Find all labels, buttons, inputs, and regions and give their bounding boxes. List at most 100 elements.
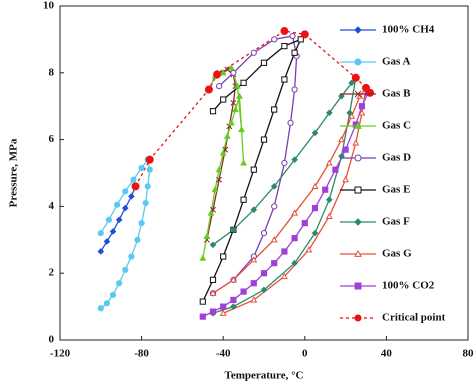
marker bbox=[147, 167, 152, 172]
legend-label: 100% CH4 bbox=[382, 24, 435, 36]
marker bbox=[132, 183, 139, 190]
legend-label: Critical point bbox=[382, 312, 446, 324]
marker bbox=[115, 202, 120, 207]
marker bbox=[282, 77, 287, 82]
x-tick-label: -120 bbox=[50, 348, 71, 360]
marker bbox=[261, 271, 266, 276]
marker bbox=[272, 204, 277, 209]
marker bbox=[292, 87, 297, 92]
marker bbox=[146, 156, 153, 163]
marker bbox=[292, 50, 297, 55]
marker bbox=[117, 281, 122, 286]
marker bbox=[241, 289, 246, 294]
marker bbox=[143, 200, 148, 205]
marker bbox=[261, 60, 266, 65]
legend-label: 100% CO2 bbox=[382, 280, 435, 292]
marker bbox=[214, 71, 221, 78]
marker bbox=[205, 86, 212, 93]
marker bbox=[272, 37, 277, 42]
marker bbox=[292, 236, 297, 241]
x-tick-label: 80 bbox=[463, 348, 474, 360]
marker bbox=[233, 107, 238, 112]
marker bbox=[282, 43, 287, 48]
legend-marker bbox=[355, 155, 361, 161]
marker bbox=[139, 221, 144, 226]
marker bbox=[123, 267, 128, 272]
marker bbox=[241, 80, 246, 85]
marker bbox=[241, 160, 246, 165]
marker bbox=[210, 277, 215, 282]
legend-marker bbox=[355, 59, 361, 65]
marker bbox=[272, 107, 277, 112]
marker bbox=[200, 314, 205, 319]
marker bbox=[210, 109, 215, 114]
y-tick-label: 8 bbox=[49, 66, 55, 78]
marker bbox=[312, 205, 317, 210]
marker bbox=[282, 160, 287, 165]
y-tick-label: 4 bbox=[49, 200, 55, 212]
marker bbox=[221, 311, 226, 316]
marker bbox=[135, 237, 140, 242]
marker bbox=[251, 281, 256, 286]
marker bbox=[139, 165, 144, 170]
marker bbox=[302, 221, 307, 226]
marker bbox=[106, 217, 111, 222]
marker bbox=[131, 177, 136, 182]
marker bbox=[359, 104, 364, 109]
marker bbox=[261, 231, 266, 236]
legend-marker bbox=[355, 315, 361, 321]
marker bbox=[261, 137, 266, 142]
y-tick-label: 0 bbox=[49, 334, 55, 346]
legend-marker bbox=[355, 283, 361, 289]
marker bbox=[123, 189, 128, 194]
marker bbox=[210, 309, 215, 314]
x-tick-label: 40 bbox=[381, 348, 393, 360]
legend-label: Gas A bbox=[382, 56, 410, 68]
marker bbox=[343, 147, 348, 152]
marker bbox=[327, 160, 332, 165]
marker bbox=[229, 120, 234, 125]
legend-label: Gas C bbox=[382, 120, 411, 132]
marker bbox=[353, 140, 358, 145]
marker bbox=[98, 306, 103, 311]
x-axis-label: Temperature, °C bbox=[225, 370, 304, 382]
x-tick-label: 0 bbox=[302, 348, 308, 360]
marker bbox=[251, 167, 256, 172]
marker bbox=[282, 249, 287, 254]
y-tick-label: 10 bbox=[43, 0, 55, 12]
legend-marker bbox=[355, 187, 361, 193]
marker bbox=[221, 254, 226, 259]
legend-label: Gas E bbox=[382, 184, 410, 196]
marker bbox=[301, 31, 308, 38]
y-axis-label: Pressure, MPa bbox=[8, 138, 20, 207]
marker bbox=[323, 187, 328, 192]
marker bbox=[145, 184, 150, 189]
y-tick-label: 6 bbox=[49, 133, 55, 145]
marker bbox=[117, 217, 122, 222]
marker bbox=[231, 70, 236, 75]
marker bbox=[327, 214, 332, 219]
marker bbox=[217, 84, 222, 89]
marker bbox=[204, 234, 209, 239]
marker bbox=[98, 231, 103, 236]
marker bbox=[239, 127, 244, 132]
legend-marker bbox=[355, 27, 361, 33]
marker bbox=[231, 297, 236, 302]
x-tick-label: -40 bbox=[216, 348, 231, 360]
marker bbox=[352, 74, 359, 81]
marker bbox=[110, 292, 115, 297]
marker bbox=[123, 205, 128, 210]
legend-marker bbox=[355, 219, 361, 225]
legend-label: Gas B bbox=[382, 88, 411, 100]
marker bbox=[200, 256, 205, 261]
marker bbox=[343, 177, 348, 182]
marker bbox=[367, 89, 374, 96]
marker bbox=[333, 167, 338, 172]
marker bbox=[288, 120, 293, 125]
marker bbox=[200, 299, 205, 304]
marker bbox=[281, 28, 288, 35]
marker bbox=[272, 261, 277, 266]
marker bbox=[241, 197, 246, 202]
legend-label: Gas D bbox=[382, 152, 411, 164]
